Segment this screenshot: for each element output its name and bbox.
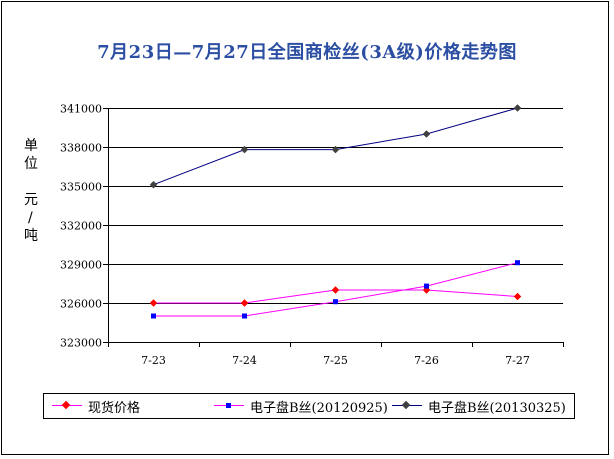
chart-frame [1, 1, 609, 455]
chart-title: 7月23日—7月27日全国商检丝(3A级)价格走势图 [97, 42, 517, 63]
legend-label: 电子盘B丝(20120925) [250, 400, 388, 416]
data-point [240, 299, 249, 307]
data-point [333, 299, 338, 305]
data-point [424, 283, 429, 289]
ylabel-char: 单 [24, 138, 38, 154]
data-point [240, 145, 249, 154]
data-point [331, 286, 340, 294]
x-tick-label: 7-26 [414, 354, 439, 367]
data-point [149, 299, 158, 307]
data-point [513, 104, 522, 112]
y-tick-label: 329000 [60, 259, 102, 272]
data-point [422, 130, 431, 138]
y-tick-label: 341000 [60, 103, 102, 116]
y-tick-label: 323000 [60, 337, 102, 350]
y-tick-label: 338000 [60, 142, 102, 155]
legend-swatch [214, 400, 244, 412]
legend-swatch [52, 400, 82, 412]
y-tick-label: 332000 [60, 220, 102, 233]
y-tick-label: 335000 [60, 181, 102, 194]
y-tick-label: 326000 [60, 298, 102, 311]
ylabel-char: 元 [24, 192, 38, 208]
x-tick-label: 7-25 [323, 354, 348, 367]
data-point [242, 313, 247, 319]
data-point [331, 145, 340, 154]
data-point [513, 292, 522, 301]
x-tick-label: 7-24 [232, 354, 257, 367]
legend-item-ebs-20120925: 电子盘B丝(20120925) [214, 394, 388, 418]
chart-legend: 现货价格 电子盘B丝(20120925) 电子盘B丝(20130325) [43, 393, 575, 419]
ylabel-char: 位 [24, 156, 38, 172]
ylabel-char: / [28, 210, 33, 226]
legend-swatch [392, 400, 422, 412]
ylabel-char: 吨 [24, 228, 38, 244]
x-tick-label: 7-23 [141, 354, 166, 367]
legend-label: 现货价格 [88, 400, 141, 416]
legend-label: 电子盘B丝(20130325) [428, 400, 566, 416]
data-point [149, 180, 158, 189]
legend-item-spot-price: 现货价格 [52, 394, 140, 418]
legend-item-ebs-20130325: 电子盘B丝(20130325) [392, 394, 566, 418]
data-point [151, 313, 156, 319]
data-point [515, 260, 520, 266]
x-tick-label: 7-27 [505, 354, 530, 367]
